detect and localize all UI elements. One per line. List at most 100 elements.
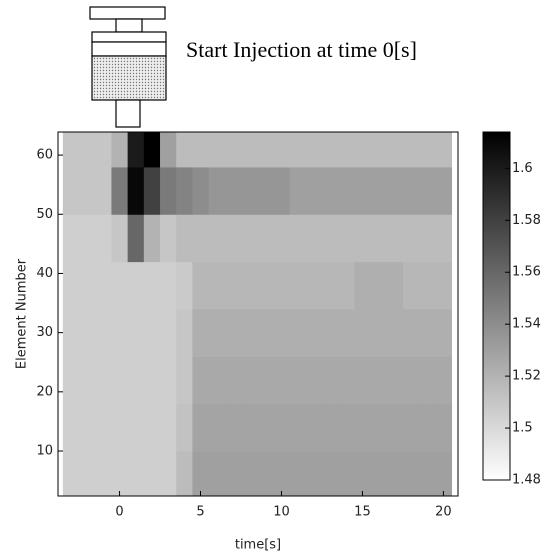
cell [257, 356, 274, 405]
cell [273, 308, 291, 357]
cell [354, 403, 372, 452]
y-tick-label: 20 [36, 384, 53, 399]
cell [192, 308, 210, 357]
cell [176, 214, 193, 263]
cell [321, 166, 339, 215]
cell [386, 308, 404, 357]
cell [273, 166, 291, 215]
cell [354, 308, 372, 357]
cell [62, 308, 80, 357]
cell [62, 166, 80, 215]
cell [435, 356, 453, 405]
cell [143, 356, 161, 405]
cell [273, 214, 291, 263]
cell [95, 403, 112, 452]
cell [62, 451, 80, 496]
cell [95, 308, 112, 357]
cell [435, 214, 453, 263]
cell [354, 356, 372, 405]
colorbar-tick-label: 1.5 [512, 421, 533, 436]
cell [176, 356, 193, 405]
cell [160, 214, 177, 263]
cell [435, 261, 453, 310]
cell [208, 403, 226, 452]
cell [160, 403, 177, 452]
cell [62, 356, 80, 405]
cell [143, 132, 161, 168]
cell [62, 214, 80, 263]
cell [321, 261, 339, 310]
cell [289, 451, 307, 496]
cell [224, 356, 242, 405]
cell [111, 451, 129, 496]
cell [79, 356, 96, 405]
y-tick-label: 30 [36, 325, 53, 340]
y-tick-label: 10 [36, 444, 53, 459]
cell [435, 451, 453, 496]
cell [79, 308, 96, 357]
cell [111, 356, 129, 405]
y-tick-label: 60 [36, 148, 53, 163]
cell [208, 261, 226, 310]
cell [289, 403, 307, 452]
cell [386, 261, 404, 310]
cell [354, 261, 372, 310]
cell [354, 132, 372, 168]
cell [224, 132, 242, 168]
cell [289, 132, 307, 168]
cell [192, 132, 210, 168]
y-axis-label: Element Number [15, 258, 30, 369]
cell [370, 132, 388, 168]
cell [208, 166, 226, 215]
x-axis-label: time[s] [235, 538, 281, 553]
cell [354, 214, 372, 263]
cell [240, 214, 258, 263]
cell [289, 308, 307, 357]
cell [79, 403, 96, 452]
cell [127, 214, 145, 263]
cell [305, 403, 323, 452]
cell [435, 403, 453, 452]
cell [321, 356, 339, 405]
cell [289, 356, 307, 405]
x-tick-label: 0 [115, 505, 123, 520]
cell [143, 261, 161, 310]
cell [208, 214, 226, 263]
cell [95, 214, 112, 263]
cell [208, 308, 226, 357]
cell [338, 261, 355, 310]
cell [386, 356, 404, 405]
cell [419, 356, 436, 405]
cell [143, 166, 161, 215]
cell [273, 356, 291, 405]
cell [257, 132, 274, 168]
cell [240, 132, 258, 168]
cell [402, 132, 420, 168]
cell [338, 214, 355, 263]
cell [321, 403, 339, 452]
cell [160, 356, 177, 405]
cell [192, 356, 210, 405]
cell [79, 132, 96, 168]
cell [95, 132, 112, 168]
cell [338, 356, 355, 405]
cell [127, 356, 145, 405]
cell [386, 166, 404, 215]
cell [435, 132, 453, 168]
cell [111, 261, 129, 310]
cell [402, 403, 420, 452]
cell [419, 214, 436, 263]
annotation: Start Injection at time 0[s] [186, 37, 417, 62]
cell [143, 308, 161, 357]
cell [224, 261, 242, 310]
cell [354, 451, 372, 496]
cell [435, 308, 453, 357]
cell [338, 132, 355, 168]
cell [111, 166, 129, 215]
cell [386, 214, 404, 263]
cell [419, 451, 436, 496]
cell [273, 132, 291, 168]
cell [176, 308, 193, 357]
cell [95, 166, 112, 215]
cell [257, 214, 274, 263]
